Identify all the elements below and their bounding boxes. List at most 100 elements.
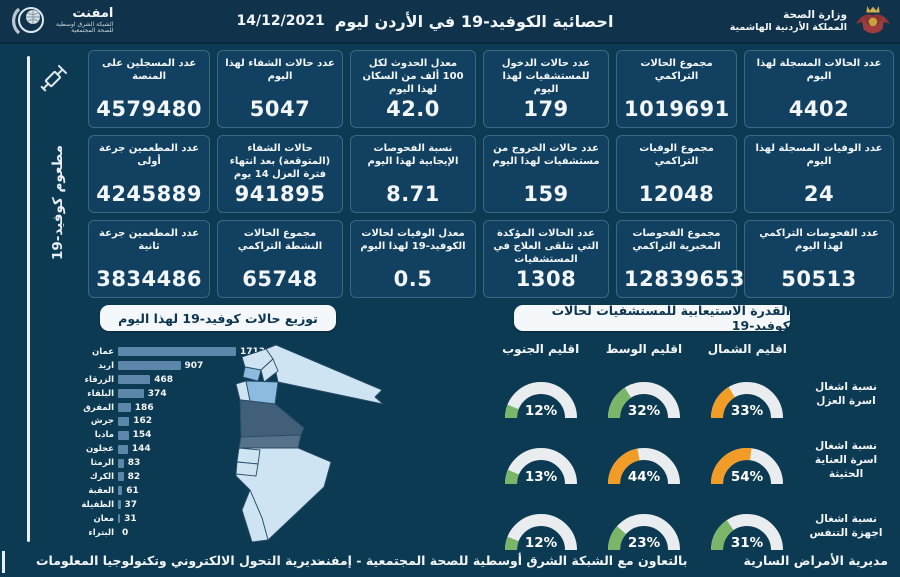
- bar-category-label: الكرك: [89, 471, 114, 482]
- stat-card-label: مجموع الفحوصات المخبرية التراكمي: [632, 228, 721, 252]
- page-title: احصائية الكوفيد-19 في الأردن ليوم: [334, 11, 614, 31]
- bar-row: الزرقاء 468: [58, 373, 298, 387]
- stat-card-label: عدد الحالات المؤكدة التي تتلقى العلاج في…: [493, 228, 599, 265]
- gauge-chart: 54%: [711, 448, 784, 485]
- bar-category-label: الرمثا: [90, 458, 114, 469]
- bar-row: الكرك 82: [58, 470, 298, 484]
- stat-card: مجموع الحالات التراكمي 1019691: [616, 50, 737, 128]
- bar-category-label: معان: [93, 513, 114, 524]
- bar-row: عمان 1713: [58, 345, 298, 359]
- stat-card-label: عدد المسجلين على المنصة: [102, 58, 197, 82]
- stat-card-value: 42.0: [386, 97, 440, 121]
- gauge-chart: 12%: [504, 514, 577, 551]
- bar-value: 186: [134, 402, 154, 413]
- region-header: اقليم الشمال: [707, 342, 787, 356]
- bar: [118, 458, 124, 468]
- bar-value: 144: [131, 444, 151, 455]
- gauge-cell: 12%: [490, 494, 591, 558]
- stat-card: معدل الحدوث لكل 100 ألف من السكان لهذا ا…: [350, 50, 476, 128]
- bar-category-label: جرش: [90, 416, 114, 427]
- stat-card-label: عدد الوفيات المسجلة لهذا اليوم: [755, 143, 883, 167]
- stat-card-value: 12048: [638, 182, 715, 206]
- bar-row: عجلون 144: [58, 442, 298, 456]
- gauge-chart: 13%: [504, 448, 577, 485]
- cases-bar-chart: عمان 1713 اربد 907 الزرقاء 468 البلقاء 374 المفر…: [58, 345, 298, 539]
- emphnet-subtitle-2: للصحة المجتمعية: [71, 27, 114, 35]
- stat-card-value: 1019691: [624, 97, 730, 121]
- stat-card: عدد حالات الدخول للمستشفيات لهذا اليوم 17…: [483, 50, 609, 128]
- emphnet-name: امفنت: [72, 5, 114, 21]
- globe-icon: [12, 7, 44, 35]
- bar-value: 154: [132, 430, 152, 441]
- stat-card-label: عدد الحالات المسجلة لهذا اليوم: [756, 58, 882, 82]
- gauge-value: 44%: [628, 469, 661, 485]
- stat-card-value: 941895: [234, 182, 326, 206]
- bar: [118, 514, 121, 524]
- stat-card-label: مجموع الحالات النشطة التراكمي: [237, 228, 323, 252]
- stat-card: مجموع الفحوصات المخبرية التراكمي 12839653: [616, 220, 744, 298]
- stat-card: عدد المطعمين جرعة أولى 4245889: [88, 135, 210, 213]
- bar: [118, 347, 236, 357]
- bar: [118, 375, 151, 385]
- stat-card-label: مجموع الحالات التراكمي: [640, 58, 713, 82]
- bar-category-label: الطفيلة: [81, 499, 114, 510]
- gauge-value: 33%: [731, 403, 764, 419]
- stat-card-value: 4579480: [96, 97, 202, 121]
- ministry-block: وزارة الصحة المملكة الأردنية الهاشمية: [730, 2, 892, 40]
- bar: [118, 361, 181, 371]
- bar-value: 162: [133, 416, 152, 427]
- bar-category-label: العقبة: [88, 485, 114, 496]
- footer-directorate-communicable: مديرية الأمراض السارية: [743, 553, 888, 568]
- gauge-chart: 44%: [608, 448, 681, 485]
- stat-card-value: 0.5: [393, 267, 433, 291]
- stat-card-label: معدل الحدوث لكل 100 ألف من السكان لهذا ا…: [362, 58, 464, 95]
- gauge-chart: 12%: [504, 382, 577, 419]
- jordan-coat-of-arms-icon: [855, 5, 891, 34]
- stat-card-value: 50513: [781, 267, 857, 291]
- header-bar: امفنت الشبكة الشرق اوسطية للصحة المجتمعي…: [0, 0, 900, 44]
- report-date: 14/12/2021: [236, 13, 325, 29]
- bar-value: 468: [154, 374, 173, 385]
- stat-card-value: 159: [523, 182, 569, 206]
- stat-card: عدد المطعمين جرعة ثانية 3834486: [88, 220, 210, 298]
- footer-divider: [2, 551, 5, 573]
- bar-value: 0: [122, 527, 129, 538]
- bar: [118, 500, 121, 510]
- stat-card: حالات الشفاء (المتوقعة) بعد انتهاء فترة …: [217, 135, 343, 213]
- bar-category-label: الزرقاء: [84, 374, 114, 385]
- bar-row: اربد 907: [58, 359, 298, 373]
- bar-row: جرش 162: [58, 414, 298, 428]
- stat-card-value: 4245889: [96, 182, 202, 206]
- gauge-value: 12%: [525, 535, 558, 551]
- emphnet-subtitle-1: الشبكة الشرق اوسطية: [56, 20, 114, 28]
- bar-value: 83: [127, 458, 141, 469]
- gauge-chart: 23%: [608, 514, 681, 551]
- stat-card-label: عدد الفحوصات التراكمي لهذا اليوم: [759, 228, 879, 252]
- gauge-cell: 12%: [490, 362, 591, 426]
- stats-grid: عدد الحالات المسجلة لهذا اليوم 4402 مجموع …: [88, 50, 894, 298]
- jordan-map: [235, 344, 384, 543]
- bar-row: معان 31: [58, 512, 298, 526]
- bar-category-label: المفرق: [83, 402, 114, 413]
- stat-card-value: 5047: [249, 97, 311, 121]
- kingdom-name: المملكة الأردنية الهاشمية: [729, 21, 847, 33]
- stat-card-value: 4402: [788, 97, 850, 121]
- stat-card: عدد الوفيات المسجلة لهذا اليوم 24: [744, 135, 894, 213]
- stat-card: نسبة الفحوصات الإيجابية لهذا اليوم 8.71: [350, 135, 476, 213]
- gauge-row-label: نسبة اشغال اجهزة التنفس: [809, 512, 883, 539]
- stat-card-label: عدد المطعمين جرعة أولى: [99, 143, 200, 167]
- stat-card: عدد المسجلين على المنصة 4579480: [88, 50, 210, 128]
- bar: [118, 472, 124, 482]
- stat-card: مجموع الوفيات التراكمي 12048: [616, 135, 737, 213]
- stat-card: عدد الفحوصات التراكمي لهذا اليوم 50513: [744, 220, 894, 298]
- bar-row: البلقاء 374: [58, 387, 298, 401]
- stat-card: عدد الحالات المؤكدة التي تتلقى العلاج في…: [483, 220, 609, 298]
- gauge-value: 54%: [731, 469, 764, 485]
- gauge-value: 13%: [525, 469, 558, 485]
- bar-value: 1713: [240, 346, 266, 357]
- stat-card-value: 8.71: [386, 182, 440, 206]
- bar-category-label: اربد: [98, 360, 114, 371]
- gauge-cell: 23%: [593, 494, 694, 558]
- bar: [118, 416, 130, 426]
